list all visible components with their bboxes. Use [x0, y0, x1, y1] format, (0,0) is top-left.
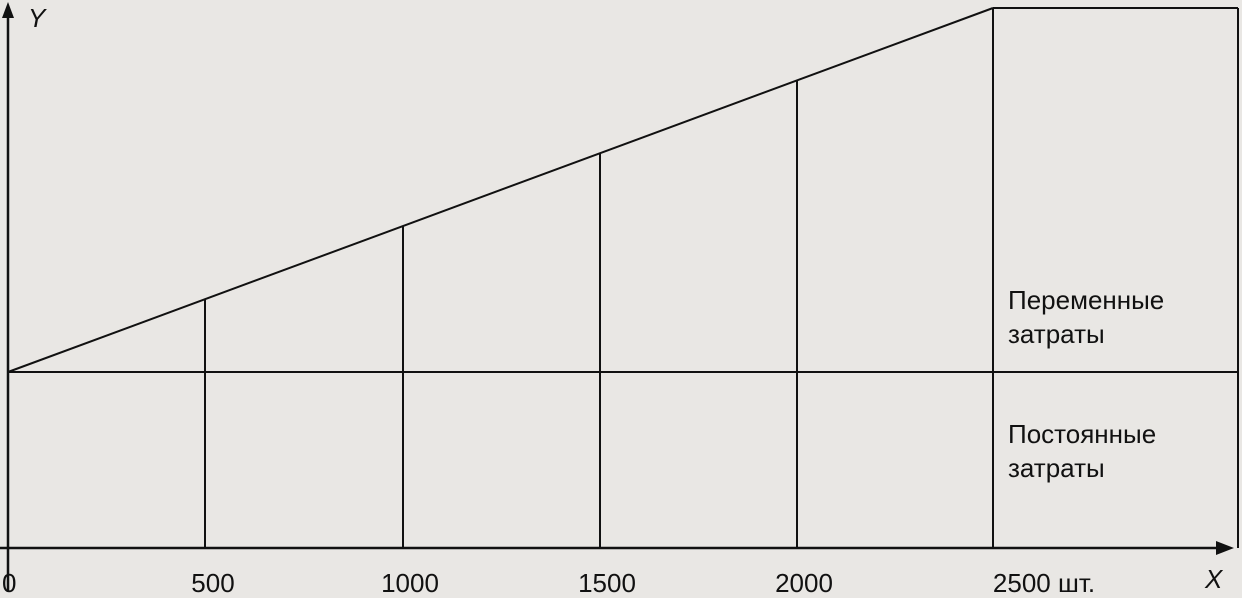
y-arrow: [2, 2, 14, 18]
total-cost-line: [7, 7, 994, 373]
x-tick-label: 0: [2, 568, 16, 598]
x-arrow: [1216, 541, 1234, 555]
y-axis-label: Y: [28, 3, 47, 33]
grid-lines: [7, 7, 1239, 548]
x-axis-label: X: [1204, 564, 1224, 594]
x-tick-label: 1500: [578, 568, 636, 598]
region-label: затраты: [1008, 453, 1105, 483]
x-tick-label: 500: [191, 568, 234, 598]
region-label: затраты: [1008, 319, 1105, 349]
x-tick-label: 2000: [775, 568, 833, 598]
x-tick-label: 2500 шт.: [993, 568, 1095, 598]
x-tick-label: 1000: [381, 568, 439, 598]
region-label: Переменные: [1008, 285, 1164, 315]
region-label: Постоянные: [1008, 419, 1156, 449]
